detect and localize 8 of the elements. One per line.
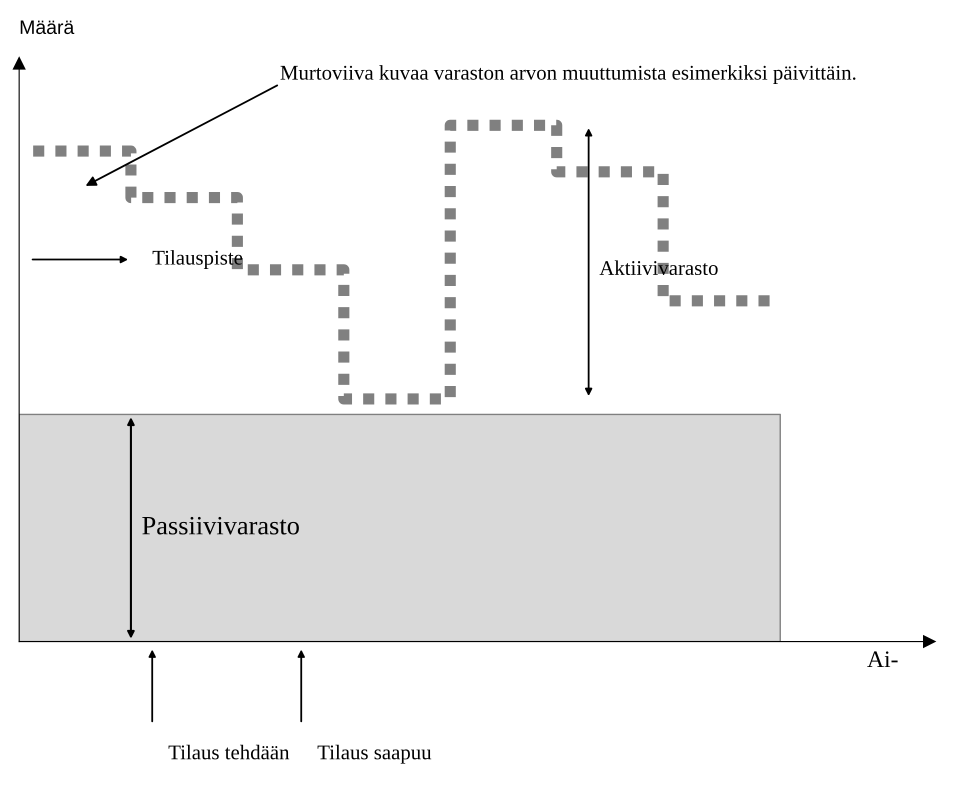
annotation: Aktiivivarasto: [599, 260, 718, 276]
x-axis-title: Ai-: [867, 651, 898, 667]
annotation: Tilauspiste: [152, 250, 242, 269]
text: Tilaus saapuu: [318, 744, 432, 764]
band-label: Passiivivarasto: [142, 516, 299, 535]
y-axis-title: Määrä: [20, 20, 74, 34]
text: Tilaus tehdään: [168, 744, 290, 760]
text: Murtoviiva kuvaa varaston arvon muuttumista esimerkiksi päivittäin.: [280, 65, 856, 84]
